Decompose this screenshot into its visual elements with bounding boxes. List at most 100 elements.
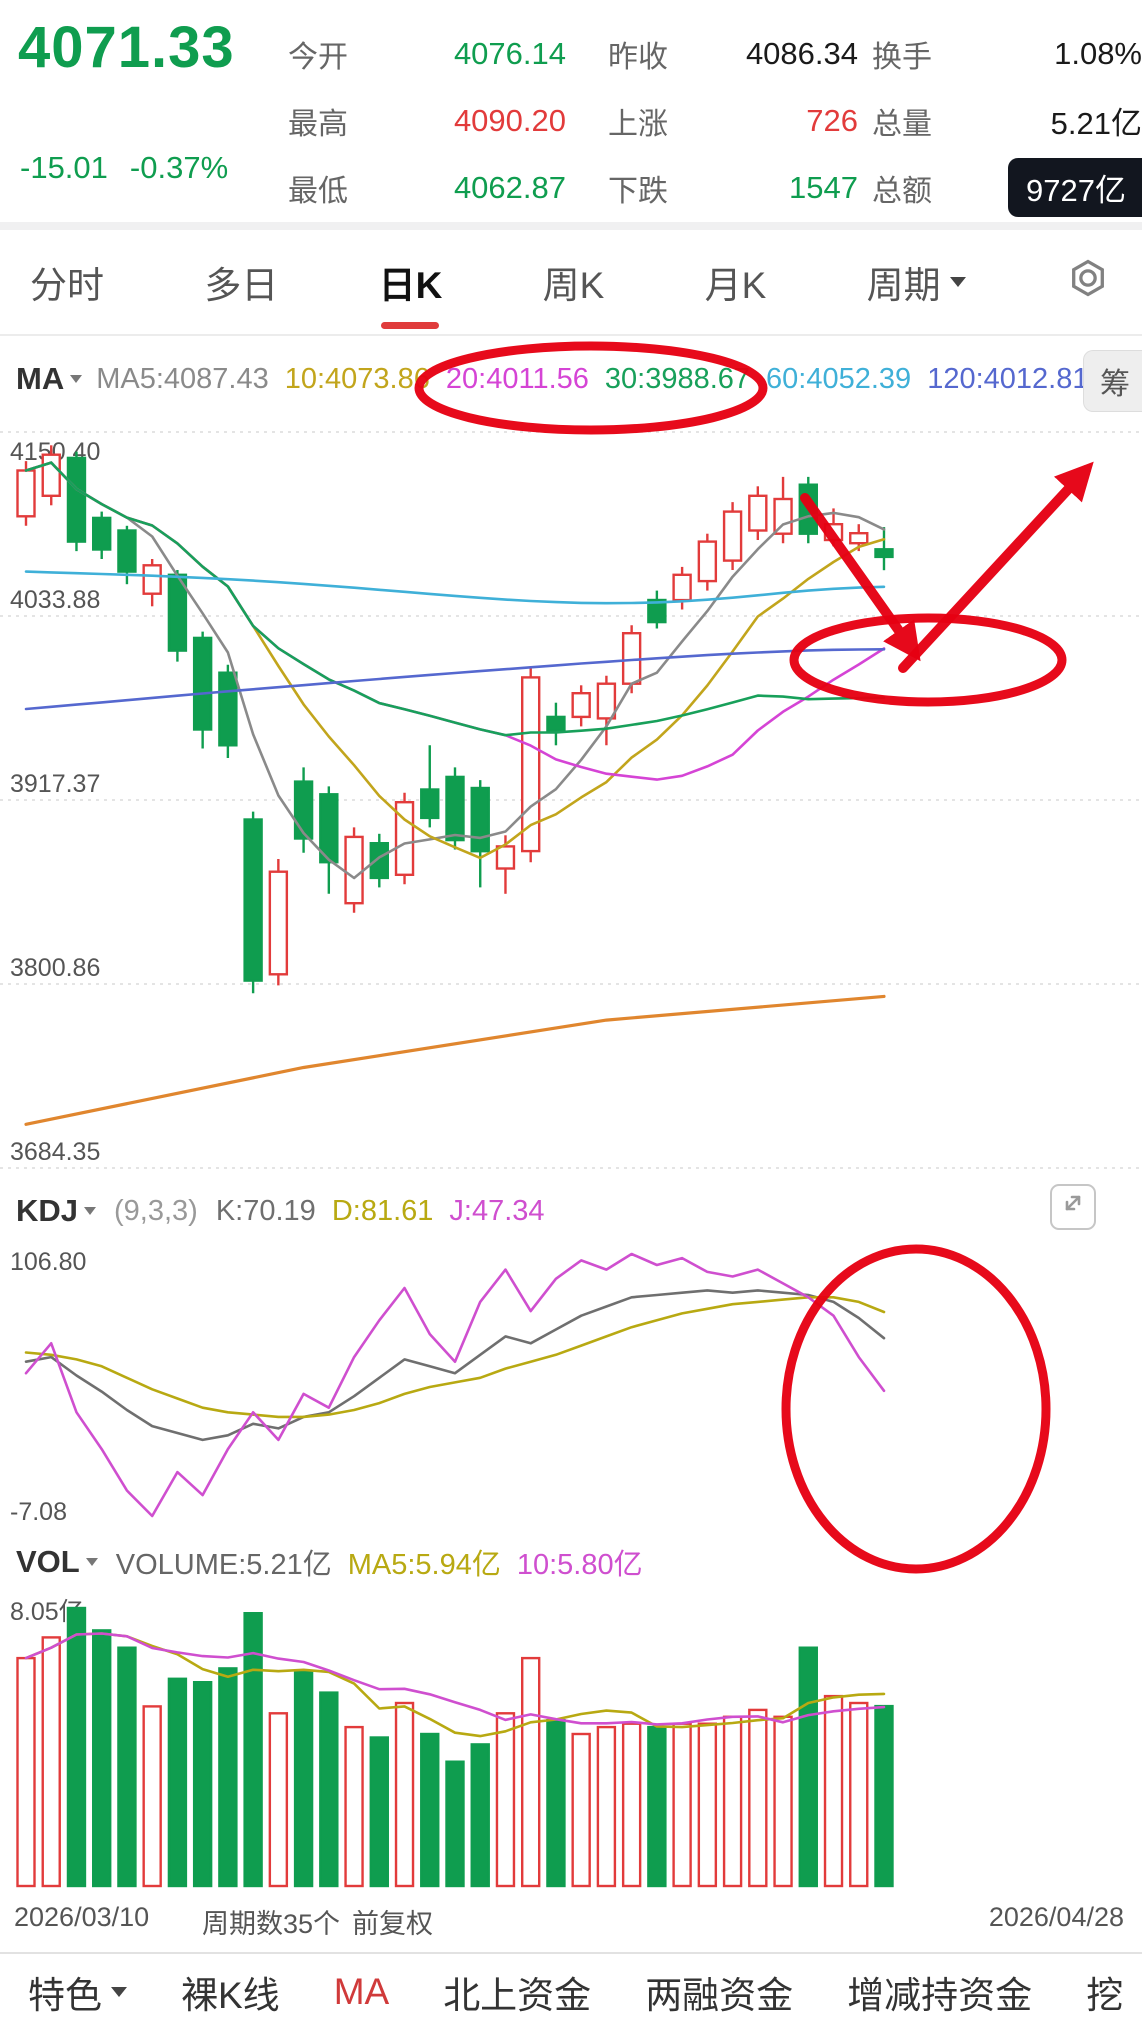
ma-value-2: 20:4011.56 (445, 362, 589, 395)
stat-value: 4090.20 (453, 102, 566, 138)
stat-value: 4086.34 (745, 35, 858, 71)
nav-more[interactable]: 挖 (1086, 1965, 1123, 2019)
price-change-row: -15.01 -0.37% (20, 150, 228, 186)
nav-label: 特色 (28, 1975, 102, 2016)
expand-icon (1058, 1188, 1088, 1226)
axis-end-date: 2026/04/28 (988, 1902, 1124, 1932)
kdj-indicator-bar: KDJ (9,3,3) K:70.19 D:81.61 J:47.34 (0, 1182, 1142, 1240)
tab-label: 多日 (204, 265, 279, 306)
stat-total-amount: 总额 9727亿 (872, 154, 1142, 221)
stat-high: 最高 4090.20 (288, 87, 566, 154)
stat-label: 换手 (872, 40, 932, 74)
current-price: 4071.33 (18, 15, 235, 80)
ma-value-4: 60:4052.39 (766, 362, 912, 395)
volume-chart[interactable]: 8.05亿 (0, 1592, 1142, 1892)
svg-text:3800.86: 3800.86 (10, 954, 100, 982)
svg-text:106.80: 106.80 (10, 1248, 86, 1276)
stat-label: 昨收 (608, 40, 668, 74)
nav-label: 两融资金 (645, 1975, 794, 2016)
stats-column-3: 换手 1.08% 总量 5.21亿总额 9727亿 (872, 20, 1142, 221)
stat-label: 上涨 (608, 107, 668, 141)
kdj-params: (9,3,3) (114, 1194, 198, 1227)
kdj-value-0: K:70.19 (215, 1194, 316, 1227)
nav-holdings-change[interactable]: 增减持资金 (847, 1965, 1032, 2019)
kdj-values: K:70.19 D:81.61 J:47.34 (216, 1195, 545, 1228)
tab-daily[interactable]: 日K (379, 255, 442, 329)
kdj-chart[interactable]: 106.80 -7.08 (0, 1240, 1142, 1530)
chips-distribution-button[interactable]: 筹 (1083, 350, 1142, 412)
ma-value-1: 10:4073.86 (284, 362, 430, 395)
tab-period[interactable]: 周期 (867, 255, 966, 309)
nav-label: MA (333, 1971, 390, 2012)
ma-dropdown[interactable]: MA (16, 361, 83, 397)
nav-ma[interactable]: MA (334, 1971, 390, 2013)
kdj-dropdown[interactable]: KDJ (16, 1193, 97, 1229)
tab-label: 月K (704, 265, 767, 306)
ma-indicator-bar: MA MA5:4087.43 10:4073.86 20:4011.56 30:398… (0, 338, 1142, 420)
stat-prev-close: 昨收 4086.34 (608, 20, 858, 87)
vol-values: VOLUME:5.21亿 MA5:5.94亿 10:5.80亿 (116, 1541, 643, 1583)
stats-column-1: 今开 4076.14 最高 4090.20 最低 4062.87 (288, 20, 566, 221)
stat-value: 4062.87 (453, 169, 566, 205)
stat-label: 下跌 (608, 174, 668, 208)
nav-special[interactable]: 特色 (28, 1965, 127, 2019)
chevron-down-icon (70, 375, 83, 383)
stat-label: 最高 (288, 107, 348, 141)
axis-start-date: 2026/03/10 (14, 1902, 150, 1932)
tab-weekly[interactable]: 周K (543, 255, 605, 309)
kdj-value-2: J:47.34 (449, 1194, 545, 1227)
stat-label: 总额 (872, 174, 932, 208)
header-separator (0, 222, 1142, 230)
nav-margin-funds[interactable]: 两融资金 (645, 1965, 793, 2019)
chevron-down-icon (84, 1207, 97, 1215)
stat-decliners: 下跌 1547 (608, 154, 858, 221)
nav-label: 北上资金 (443, 1975, 592, 2016)
tab-multi-day[interactable]: 多日 (204, 255, 278, 309)
stat-label: 总量 (872, 107, 932, 141)
x-axis-row: 2026/03/10 周期数35个 前复权 2026/04/28 (0, 1894, 1142, 1939)
nav-label: 挖 (1086, 1975, 1124, 2016)
kdj-dropdown-label: KDJ (16, 1193, 79, 1228)
vol-value-1: MA5:5.94亿 (347, 1549, 501, 1581)
expand-chart-button[interactable] (1050, 1184, 1096, 1230)
stat-value: 1.08% (1054, 35, 1142, 71)
active-tab-underline (381, 322, 440, 329)
adjust-mode-button[interactable]: 前复权 (352, 1909, 433, 1939)
tab-label: 周K (542, 265, 605, 306)
nav-naked-k[interactable]: 裸K线 (181, 1965, 280, 2019)
stats-column-2: 昨收 4086.34 上涨 726 下跌 1547 (608, 20, 858, 221)
chevron-down-icon (111, 1987, 127, 1997)
vol-dropdown-label: VOL (16, 1544, 80, 1579)
period-tabs: 分时 多日 日K 周K 月K 周期 (0, 230, 1142, 336)
bottom-nav: 特色 裸K线 MA 北上资金 两融资金 增减持资金 挖 (0, 1952, 1142, 2030)
stat-value: 726 (806, 102, 858, 138)
tab-label: 分时 (30, 265, 104, 306)
tab-minute[interactable]: 分时 (30, 255, 104, 309)
stat-label: 今开 (288, 40, 348, 74)
stat-turnover-rate: 换手 1.08% (872, 20, 1142, 87)
ma-values: MA5:4087.43 10:4073.86 20:4011.56 30:3988.6… (96, 363, 1088, 396)
tab-monthly[interactable]: 月K (705, 255, 767, 309)
svg-text:4033.88: 4033.88 (10, 586, 100, 614)
axis-period-count: 周期数35个 (202, 1909, 341, 1939)
volume-indicator-bar: VOL VOLUME:5.21亿 MA5:5.94亿 10:5.80亿 (0, 1532, 1142, 1592)
ma-value-3: 30:3988.67 (604, 362, 751, 395)
vol-dropdown[interactable]: VOL (16, 1544, 98, 1580)
stat-value: 1547 (789, 169, 858, 205)
ma-value-5: 120:4012.81 (927, 362, 1089, 395)
vol-value-0: VOLUME:5.21亿 (115, 1549, 332, 1581)
svg-text:-7.08: -7.08 (10, 1498, 67, 1526)
tab-label: 周期 (866, 265, 941, 306)
stat-value: 9727亿 (1008, 158, 1142, 217)
chart-settings-button[interactable] (1066, 256, 1112, 309)
vol-value-2: 10:5.80亿 (516, 1549, 643, 1581)
nav-label: 增减持资金 (847, 1975, 1033, 2016)
nav-northbound-funds[interactable]: 北上资金 (443, 1965, 591, 2019)
stat-value: 5.21亿 (1050, 106, 1142, 141)
change-percent: -0.37% (129, 150, 229, 185)
stat-label: 最低 (288, 174, 348, 208)
stat-advancers: 上涨 726 (608, 87, 858, 154)
svg-text:3684.35: 3684.35 (10, 1138, 100, 1166)
